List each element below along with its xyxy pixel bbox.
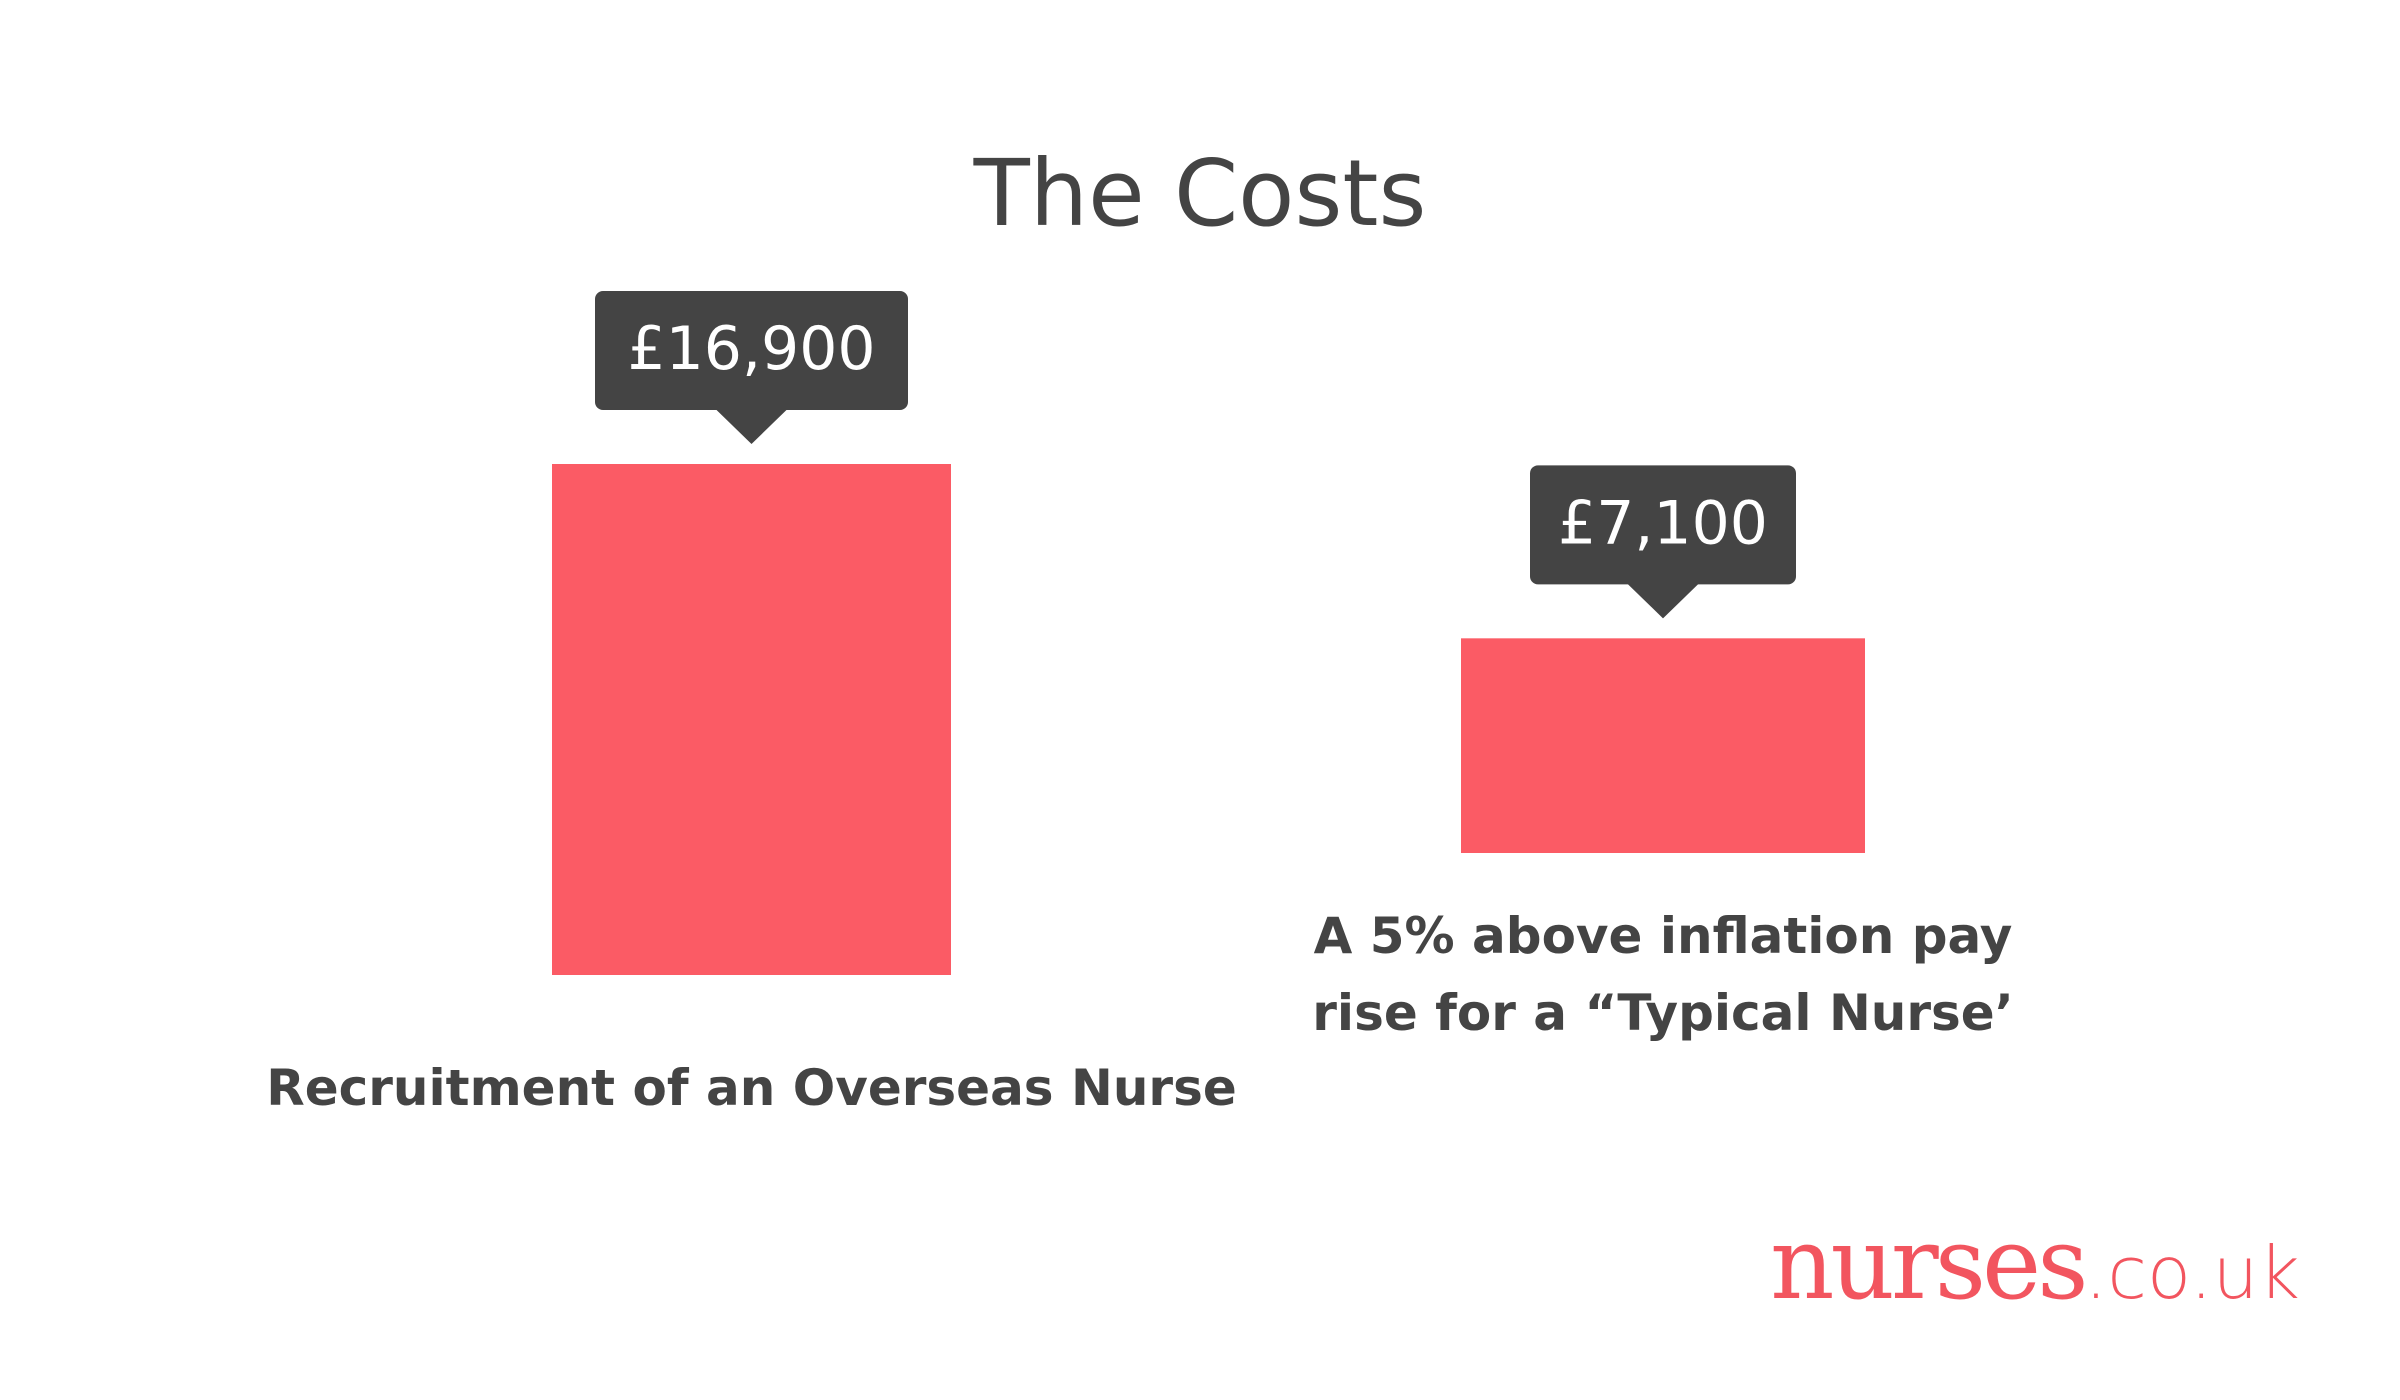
category-label: A 5% above inflation pay rise for a “Typ… xyxy=(1312,907,2014,1042)
value-label-box xyxy=(595,291,908,410)
value-label-pointer xyxy=(1627,583,1699,619)
logo: nurses.co.uk xyxy=(1770,1205,2300,1322)
value-label: £16,900 xyxy=(627,314,875,384)
value-label-box xyxy=(1530,465,1796,585)
bar xyxy=(1461,638,1865,853)
logo-domain: .co.uk xyxy=(2084,1231,2300,1315)
value-label: £7,100 xyxy=(1558,488,1768,558)
value-label-pointer xyxy=(715,409,788,444)
bar xyxy=(552,464,951,975)
chart-title: The Costs xyxy=(973,140,1427,247)
logo-name: nurses xyxy=(1770,1205,2088,1322)
category-label: Recruitment of an Overseas Nurse xyxy=(266,1059,1237,1117)
